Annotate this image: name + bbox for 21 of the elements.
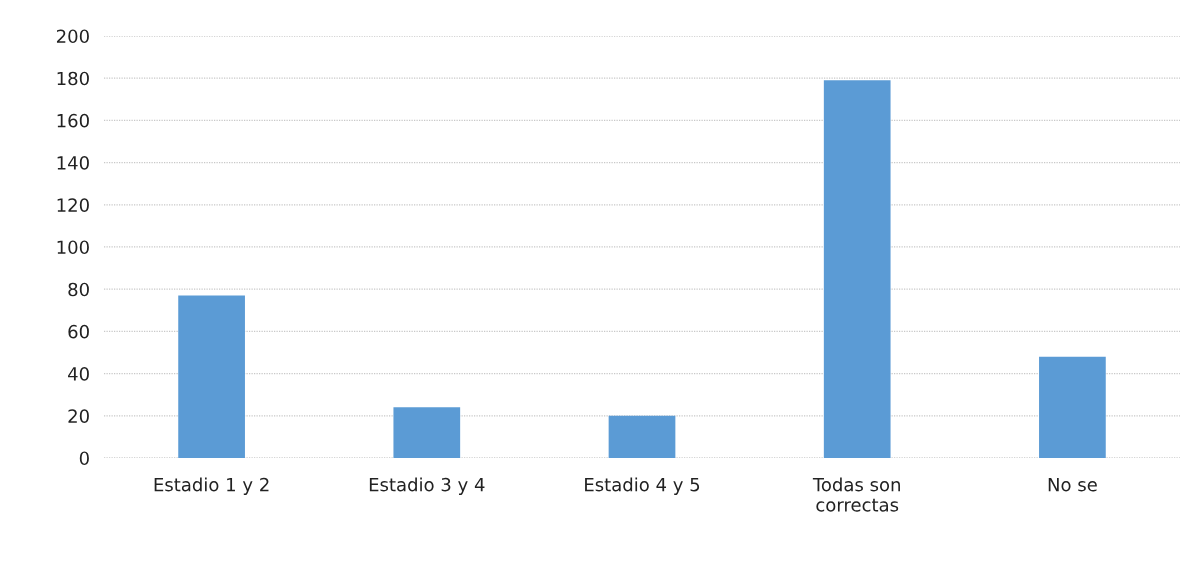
x-tick-label: Estadio 3 y 4 — [369, 477, 485, 495]
y-tick-label: 160 — [57, 113, 89, 128]
bar — [1039, 356, 1106, 458]
x-tick-label: No se — [1048, 478, 1097, 492]
y-tick-label: 140 — [57, 156, 89, 170]
bar — [608, 415, 676, 458]
x-tick-label: Todas son correctas — [812, 477, 900, 512]
y-tick-label: 100 — [57, 240, 89, 255]
bar — [178, 295, 245, 458]
y-tick-label: 20 — [68, 409, 89, 423]
y-tick-label: 0 — [79, 451, 89, 466]
bar — [823, 80, 891, 458]
y-tick-label: 200 — [56, 29, 89, 44]
bar — [393, 407, 461, 458]
y-tick-label: 60 — [68, 324, 89, 339]
y-tick-label: 40 — [68, 367, 89, 381]
x-tick-label: Estadio 4 y 5 — [585, 477, 700, 495]
y-tick-label: 120 — [57, 198, 89, 212]
y-tick-label: 80 — [68, 282, 89, 297]
x-tick-label: Estadio 1 y 2 — [154, 477, 269, 495]
y-tick-label: 180 — [57, 71, 89, 86]
